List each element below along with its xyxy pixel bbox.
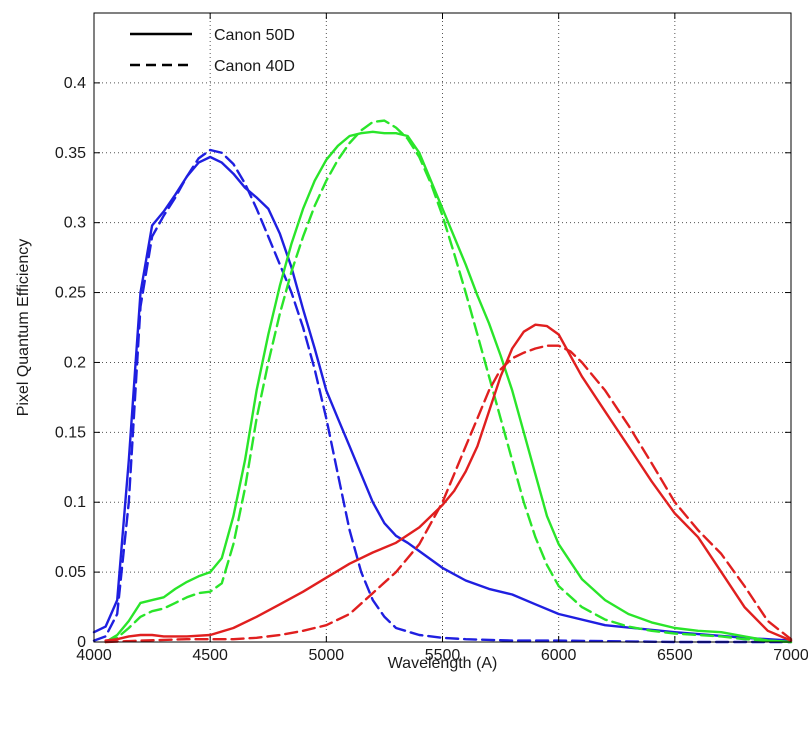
x-tick-label: 4500 bbox=[192, 647, 228, 664]
x-axis-title: Wavelength (A) bbox=[388, 655, 498, 672]
y-axis-title: Pixel Quantum Efficiency bbox=[15, 239, 32, 417]
plot-series bbox=[92, 119, 793, 644]
axis-ticks: 4000 4500 5000 5500 6000 6500 7000 0 0.05 0.1 0.15… bbox=[55, 13, 808, 664]
y-tick-label: 0.25 bbox=[55, 285, 86, 302]
x-tick-label: 4000 bbox=[76, 647, 112, 664]
y-tick-label: 0.2 bbox=[64, 354, 86, 371]
y-tick-label: 0.3 bbox=[64, 215, 86, 232]
y-tick-label: 0.15 bbox=[55, 424, 86, 441]
y-tick-label: 0.05 bbox=[55, 564, 86, 581]
legend-label-canon-50d: Canon 50D bbox=[214, 27, 295, 44]
legend: Canon 50D Canon 40D bbox=[130, 27, 295, 75]
y-tick-label: 0.35 bbox=[55, 145, 86, 162]
x-tick-label: 6500 bbox=[657, 647, 693, 664]
y-tick-label: 0.1 bbox=[64, 494, 86, 511]
x-tick-label: 5000 bbox=[309, 647, 345, 664]
series-line-green-canon-50d bbox=[104, 130, 793, 644]
series-line-blue-canon-50d bbox=[92, 155, 793, 642]
x-tick-label: 5500 bbox=[425, 647, 461, 664]
series-line-green-canon-40d bbox=[104, 119, 793, 644]
x-tick-label: 6000 bbox=[541, 647, 577, 664]
y-tick-label: 0 bbox=[77, 634, 86, 651]
series-line-blue-canon-40d bbox=[92, 148, 793, 644]
x-tick-label: 7000 bbox=[773, 647, 808, 664]
series-line-red-canon-40d bbox=[104, 344, 793, 644]
series-line-red-canon-50d bbox=[104, 323, 793, 642]
y-tick-label: 0.4 bbox=[64, 75, 86, 92]
legend-label-canon-40d: Canon 40D bbox=[214, 58, 295, 75]
